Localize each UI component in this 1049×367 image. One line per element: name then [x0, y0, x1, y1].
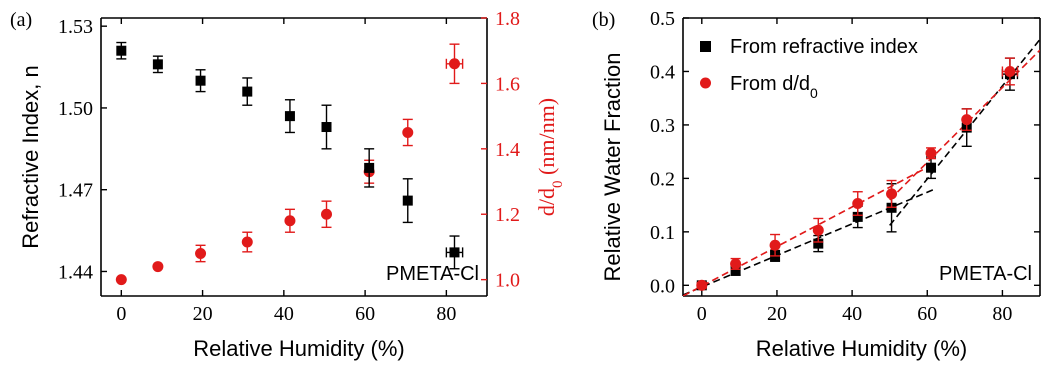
y-tick-label: 1.47: [58, 180, 93, 202]
legend-label-dd0: From d/d0: [730, 73, 818, 101]
series-from-dd0-point: [1004, 65, 1016, 77]
series-dd0-point: [152, 261, 164, 273]
series-from-refractive-index-point: [926, 162, 937, 173]
y-tick-label: 1.50: [58, 98, 93, 120]
series-dd0-point: [284, 215, 296, 227]
panel-label-b: (b): [592, 9, 615, 31]
y-axis-label: Refractive Index, n: [18, 65, 43, 248]
y-axis-label: Relative Water Fraction: [600, 52, 625, 281]
x-axis-label: Relative Humidity (%): [193, 336, 405, 361]
y2-tick-label: 1.2: [495, 204, 520, 226]
y-tick-label: 0.2: [650, 168, 675, 190]
x-tick-label: 80: [992, 303, 1012, 325]
series-from-dd0-point: [696, 279, 708, 291]
x-tick-label: 40: [842, 303, 862, 325]
x-tick-label: 60: [355, 303, 375, 325]
series-refractive-index-point: [116, 45, 127, 56]
series-dd0-point: [115, 274, 127, 286]
x-tick-label: 20: [193, 303, 213, 325]
series-from-dd0-point: [925, 147, 937, 159]
x-tick-label: 40: [274, 303, 294, 325]
fit-line: [683, 162, 936, 296]
series-refractive-index-point: [195, 75, 206, 86]
series-dd0-point: [195, 247, 207, 259]
series-refractive-index-point: [364, 162, 375, 173]
y-tick-label: 0.5: [650, 8, 675, 30]
series-dd0-point: [448, 58, 460, 70]
series-from-dd0-point: [812, 224, 824, 236]
x-axis-label: Relative Humidity (%): [756, 336, 968, 361]
panel-a: (a) 0 20 40 60 80 1.44 1.47 1.50 1.53 1.0 1.2 1.4 1.6…: [10, 8, 566, 361]
series-refractive-index-point: [321, 122, 332, 133]
x-tick-label: 0: [116, 303, 126, 325]
series-from-dd0-point: [769, 239, 781, 251]
series-from-dd0-point: [730, 258, 742, 270]
series-from-dd0-point: [852, 198, 864, 210]
x-tick-label: 0: [697, 303, 707, 325]
x-tick-label: 20: [767, 303, 787, 325]
y-tick-label: 0.0: [650, 275, 675, 297]
y-tick-label: 0.4: [650, 61, 675, 83]
x-tick-label: 60: [917, 303, 937, 325]
legend-label-refractive: From refractive index: [730, 36, 918, 58]
series-from-dd0-point: [886, 188, 898, 200]
series-refractive-index-point: [152, 59, 163, 70]
series-from-refractive-index-point: [813, 238, 824, 249]
panel-b: (b) 0 20 40 60 80 0.0 0.1 0.2 0.3 0.4 0.5 Relative H…: [592, 8, 1041, 361]
y-tick-label: 0.3: [650, 115, 675, 137]
series-dd0-point: [402, 126, 414, 138]
panel-label-a: (a): [10, 9, 32, 31]
legend-marker-circle: [700, 77, 711, 89]
annotation-a: PMETA-Cl: [386, 263, 479, 285]
series-from-refractive-index-point: [852, 211, 863, 222]
y2-tick-label: 1.4: [495, 139, 520, 161]
series-from-refractive-index-point: [730, 265, 741, 276]
y-tick-label: 0.1: [650, 222, 675, 244]
y2-tick-label: 1.8: [495, 8, 520, 30]
series-refractive-index-point: [449, 247, 460, 258]
x-tick-label: 80: [436, 303, 456, 325]
legend: From refractive index From d/d0: [700, 36, 918, 101]
y2-tick-label: 1.0: [495, 270, 520, 292]
annotation-b: PMETA-Cl: [939, 263, 1032, 285]
series-refractive-index-point: [242, 86, 253, 97]
y-tick-label: 1.53: [58, 16, 93, 38]
legend-marker-square: [700, 41, 711, 52]
y2-axis-label: d/d0 (nm/nm): [534, 98, 566, 216]
series-refractive-index-point: [284, 111, 295, 122]
series-dd0-point: [241, 236, 253, 248]
series-from-dd0-point: [961, 114, 973, 126]
y2-tick-label: 1.6: [495, 73, 520, 95]
fit-line: [683, 188, 936, 296]
fit-line: [889, 49, 1040, 201]
series-refractive-index-point: [402, 195, 413, 206]
series-dd0-point: [321, 208, 333, 220]
y-tick-label: 1.44: [58, 261, 93, 283]
